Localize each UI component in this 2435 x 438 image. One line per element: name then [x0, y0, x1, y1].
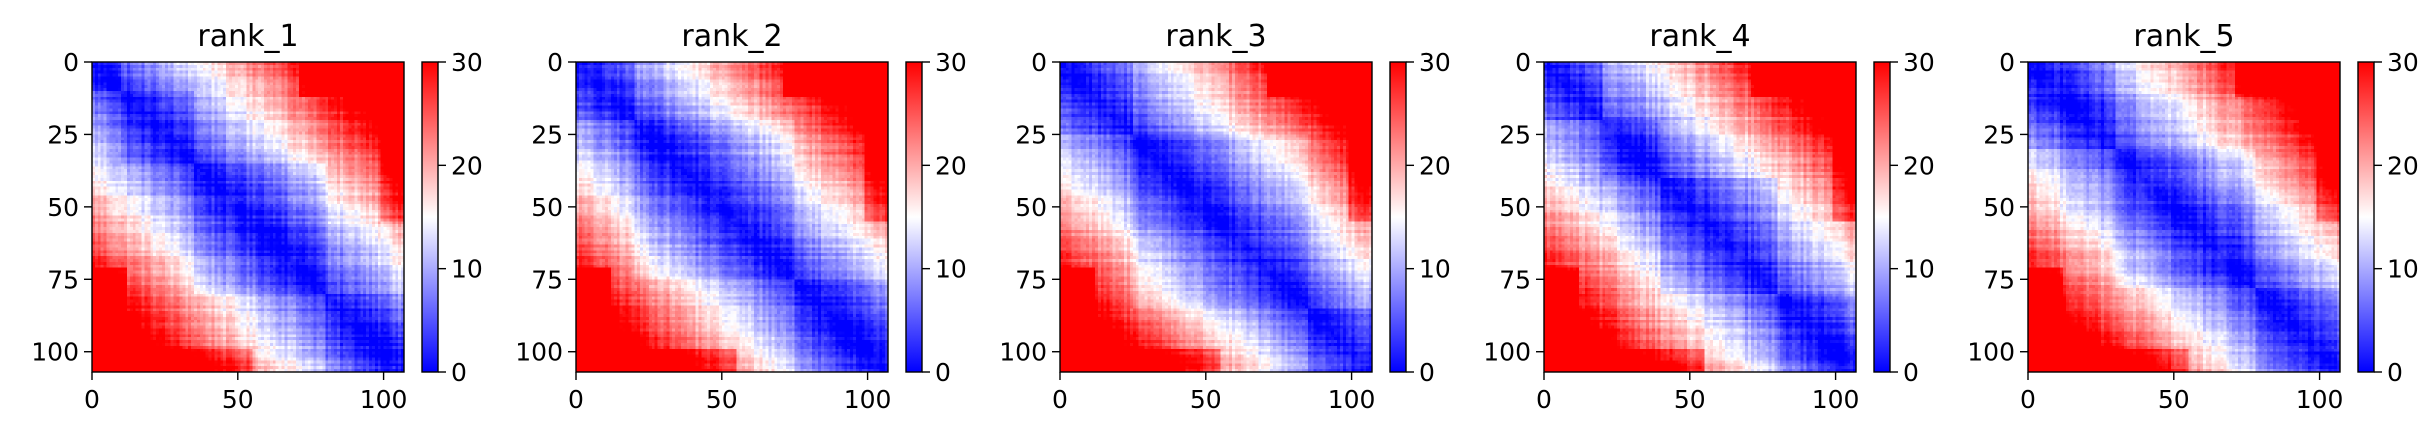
x-tick-label: 50 — [1674, 385, 1706, 414]
colorbar — [1874, 62, 1890, 372]
colorbar — [2358, 62, 2374, 372]
panel-title: rank_4 — [1649, 19, 1750, 54]
plot-frame — [1059, 61, 1373, 373]
colorbar-tick-label: 0 — [451, 358, 467, 387]
x-tick-label: 50 — [222, 385, 254, 414]
colorbar-tick-label: 20 — [1419, 151, 1451, 180]
colorbar-tick-label: 30 — [2387, 48, 2419, 77]
colorbar-tick-label: 30 — [1903, 48, 1935, 77]
heatmap-matrix — [2028, 62, 2340, 372]
heatmap-matrix — [576, 62, 888, 372]
y-tick-label: 0 — [63, 48, 79, 77]
colorbar-tick-label: 30 — [451, 48, 483, 77]
x-tick-label: 0 — [84, 385, 100, 414]
x-tick-label: 100 — [844, 385, 892, 414]
y-tick-label: 0 — [1515, 48, 1531, 77]
x-tick-label: 100 — [2296, 385, 2344, 414]
y-tick-label: 75 — [1499, 265, 1531, 294]
panel-title: rank_1 — [197, 19, 298, 54]
plot-frame — [1543, 61, 1857, 373]
colorbar — [422, 62, 438, 372]
colorbar-tick-label: 20 — [935, 151, 967, 180]
y-tick-label: 25 — [47, 120, 79, 149]
colorbar-frame — [2357, 61, 2375, 373]
y-tick-label: 50 — [1015, 193, 1047, 222]
heatmap-matrix — [1060, 62, 1372, 372]
plot-frame — [2027, 61, 2341, 373]
y-tick-label: 100 — [515, 338, 563, 367]
y-tick-label: 0 — [1999, 48, 2015, 77]
x-tick-label: 0 — [1052, 385, 1068, 414]
x-tick-label: 100 — [1812, 385, 1860, 414]
y-tick-label: 75 — [1983, 265, 2015, 294]
colorbar-frame — [421, 61, 439, 373]
panel-title: rank_5 — [2133, 19, 2234, 54]
heatmap-matrix — [1544, 62, 1856, 372]
y-tick-label: 100 — [1967, 338, 2015, 367]
y-tick-label: 50 — [47, 193, 79, 222]
plot-frame — [575, 61, 889, 373]
panel-title: rank_2 — [681, 19, 782, 54]
x-tick-label: 50 — [2158, 385, 2190, 414]
colorbar-tick-label: 0 — [2387, 358, 2403, 387]
colorbar-tick-label: 20 — [1903, 151, 1935, 180]
y-tick-label: 0 — [547, 48, 563, 77]
colorbar — [906, 62, 922, 372]
colorbar-tick-label: 30 — [935, 48, 967, 77]
y-tick-label: 25 — [1015, 120, 1047, 149]
panel-title: rank_3 — [1165, 19, 1266, 54]
colorbar-tick-label: 0 — [1903, 358, 1919, 387]
y-tick-label: 75 — [1015, 265, 1047, 294]
colorbar-tick-label: 0 — [1419, 358, 1435, 387]
y-tick-label: 25 — [531, 120, 563, 149]
colorbar-tick-label: 20 — [451, 151, 483, 180]
x-tick-label: 50 — [1190, 385, 1222, 414]
colorbar-tick-label: 10 — [935, 255, 967, 284]
colorbar-frame — [1873, 61, 1891, 373]
x-tick-label: 0 — [2020, 385, 2036, 414]
colorbar-tick-label: 20 — [2387, 151, 2419, 180]
colorbar-tick-label: 10 — [451, 255, 483, 284]
y-tick-label: 25 — [1499, 120, 1531, 149]
y-tick-label: 75 — [531, 265, 563, 294]
x-tick-label: 0 — [1536, 385, 1552, 414]
x-tick-label: 100 — [360, 385, 408, 414]
colorbar-tick-label: 0 — [935, 358, 951, 387]
y-tick-label: 100 — [999, 338, 1047, 367]
y-tick-label: 100 — [1483, 338, 1531, 367]
plot-frame — [91, 61, 405, 373]
x-tick-label: 0 — [568, 385, 584, 414]
colorbar-frame — [905, 61, 923, 373]
colorbar-frame — [1389, 61, 1407, 373]
colorbar-tick-label: 10 — [2387, 255, 2419, 284]
y-tick-label: 0 — [1031, 48, 1047, 77]
colorbar-tick-label: 30 — [1419, 48, 1451, 77]
colorbar-tick-label: 10 — [1419, 255, 1451, 284]
x-tick-label: 100 — [1328, 385, 1376, 414]
x-tick-label: 50 — [706, 385, 738, 414]
y-tick-label: 50 — [1499, 193, 1531, 222]
y-tick-label: 75 — [47, 265, 79, 294]
y-tick-label: 50 — [1983, 193, 2015, 222]
colorbar — [1390, 62, 1406, 372]
y-tick-label: 50 — [531, 193, 563, 222]
heatmap-matrix — [92, 62, 404, 372]
colorbar-tick-label: 10 — [1903, 255, 1935, 284]
y-tick-label: 100 — [31, 338, 79, 367]
y-tick-label: 25 — [1983, 120, 2015, 149]
